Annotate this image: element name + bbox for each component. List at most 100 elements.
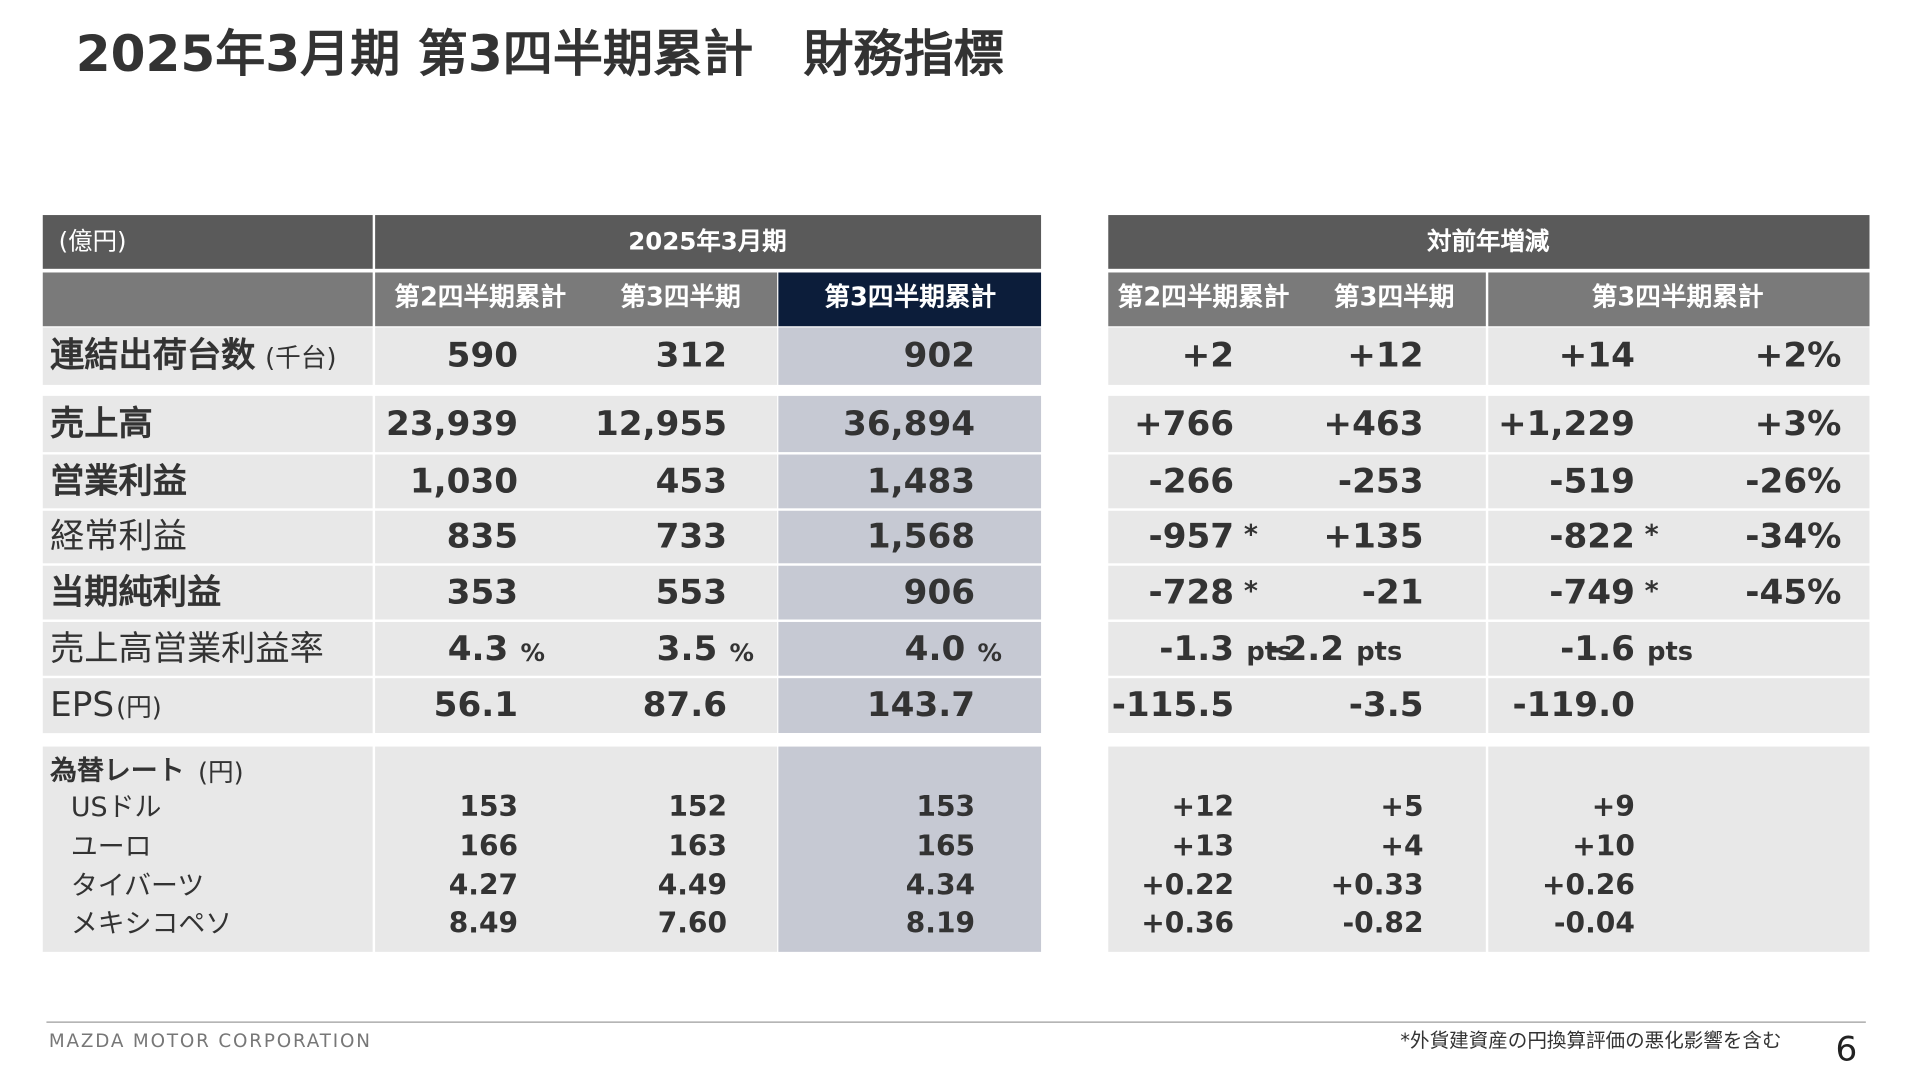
row-label: 連結出荷台数 bbox=[50, 334, 256, 376]
value: 312 bbox=[655, 334, 728, 376]
row-bg bbox=[1108, 395, 1486, 453]
row-bg bbox=[1488, 327, 1870, 385]
change: +14 bbox=[1558, 334, 1635, 376]
page-number: 6 bbox=[1835, 1028, 1858, 1069]
row-bg bbox=[375, 327, 778, 385]
row-bg bbox=[42, 565, 373, 620]
column-header: 第3四半期 bbox=[620, 282, 741, 313]
value: 4.0 bbox=[904, 627, 966, 668]
change: +1,229 bbox=[1498, 402, 1635, 444]
value-unit: % bbox=[729, 637, 754, 668]
value: 353 bbox=[446, 571, 519, 612]
change-pct: -45% bbox=[1745, 571, 1842, 612]
header: 対前年増減 bbox=[1427, 226, 1550, 256]
row-bg bbox=[42, 395, 373, 453]
change: -822 bbox=[1549, 515, 1635, 557]
row-bg bbox=[1108, 621, 1486, 676]
row-label: 当期純利益 bbox=[50, 571, 222, 612]
fx-value: 166 bbox=[459, 831, 519, 864]
column-header: 第2四半期累計 bbox=[394, 282, 567, 313]
row-bg bbox=[375, 678, 778, 734]
change: +766 bbox=[1134, 402, 1235, 444]
fx-value: 4.49 bbox=[657, 870, 728, 903]
value: 56.1 bbox=[433, 684, 519, 725]
header-cell bbox=[1108, 215, 1870, 269]
row-bg bbox=[1488, 510, 1870, 564]
change: -3.5 bbox=[1348, 684, 1424, 725]
value: 1,568 bbox=[866, 515, 976, 557]
row-label: 営業利益 bbox=[50, 460, 187, 501]
fx-change: +5 bbox=[1380, 792, 1424, 824]
fx-currency: タイバーツ bbox=[70, 871, 205, 902]
column-header: 第3四半期 bbox=[1333, 282, 1455, 313]
fx-value: 153 bbox=[916, 792, 976, 824]
fx-value: 8.19 bbox=[905, 908, 976, 941]
fx-currency: メキシコペソ bbox=[70, 908, 233, 940]
row-bg bbox=[42, 454, 373, 509]
column-header: 第2四半期累計 bbox=[1117, 282, 1290, 313]
fx-value: 153 bbox=[459, 792, 519, 824]
change-pct: +2% bbox=[1754, 334, 1842, 376]
change: -1.3 bbox=[1159, 627, 1235, 668]
value: 453 bbox=[655, 460, 728, 501]
row-bg bbox=[1108, 746, 1486, 952]
value: 36,894 bbox=[843, 402, 976, 444]
row-bg bbox=[1108, 565, 1486, 620]
header-cell bbox=[1108, 272, 1486, 327]
change-note: * bbox=[1644, 521, 1659, 552]
change: -115.5 bbox=[1111, 684, 1235, 725]
value: 12,955 bbox=[594, 402, 728, 444]
row-bg bbox=[1488, 395, 1870, 453]
footnote: *外貨建資産の円換算評価の悪化影響を含む bbox=[1400, 1029, 1782, 1053]
value: 902 bbox=[903, 334, 976, 376]
row-bg bbox=[42, 327, 373, 385]
change: +135 bbox=[1323, 515, 1424, 557]
row-bg bbox=[1108, 678, 1486, 734]
value: 835 bbox=[446, 515, 519, 557]
header-cell bbox=[42, 215, 373, 269]
value: 143.7 bbox=[866, 684, 976, 725]
row-bg bbox=[778, 678, 1042, 734]
header: 2025年3月期 bbox=[628, 226, 787, 256]
row-bg bbox=[375, 454, 778, 509]
row-bg bbox=[1108, 327, 1486, 385]
fx-label-unit: (円) bbox=[197, 758, 244, 788]
row-label-unit: (千台) bbox=[265, 343, 337, 373]
value: 4.3 bbox=[447, 627, 509, 668]
row-bg bbox=[375, 395, 778, 453]
fx-change: +0.22 bbox=[1141, 870, 1235, 903]
change: +12 bbox=[1347, 334, 1424, 376]
fx-value: 152 bbox=[668, 792, 728, 824]
change-unit: pts bbox=[1647, 637, 1694, 667]
value: 1,483 bbox=[866, 460, 976, 501]
header-cell bbox=[1488, 272, 1870, 327]
change: -1.6 bbox=[1560, 627, 1635, 668]
row-label-unit: (円) bbox=[116, 692, 162, 723]
value: 733 bbox=[655, 515, 728, 557]
row-bg bbox=[778, 746, 1042, 952]
value: 590 bbox=[446, 334, 519, 376]
header-cell bbox=[375, 272, 778, 327]
change-pct: +3% bbox=[1754, 402, 1842, 444]
row-bg bbox=[1488, 621, 1870, 676]
fx-value: 4.27 bbox=[448, 870, 519, 903]
value: 906 bbox=[903, 571, 976, 612]
row-bg bbox=[1488, 454, 1870, 509]
change: -21 bbox=[1361, 571, 1424, 612]
row-bg bbox=[42, 510, 373, 564]
row-label: 売上高 bbox=[50, 402, 153, 444]
row-label: 売上高営業利益率 bbox=[50, 627, 324, 668]
fx-change: -0.82 bbox=[1342, 908, 1424, 941]
column-header: 第3四半期累計 bbox=[1591, 282, 1764, 313]
change: +2 bbox=[1181, 334, 1235, 376]
value: 553 bbox=[655, 571, 728, 612]
row-bg bbox=[1108, 454, 1486, 509]
change-unit: pts bbox=[1356, 637, 1403, 667]
fx-change: +0.33 bbox=[1330, 870, 1424, 903]
change: -957 bbox=[1148, 515, 1235, 557]
change: +463 bbox=[1323, 402, 1424, 444]
change: -728 bbox=[1148, 571, 1235, 612]
value-unit: % bbox=[520, 637, 546, 668]
